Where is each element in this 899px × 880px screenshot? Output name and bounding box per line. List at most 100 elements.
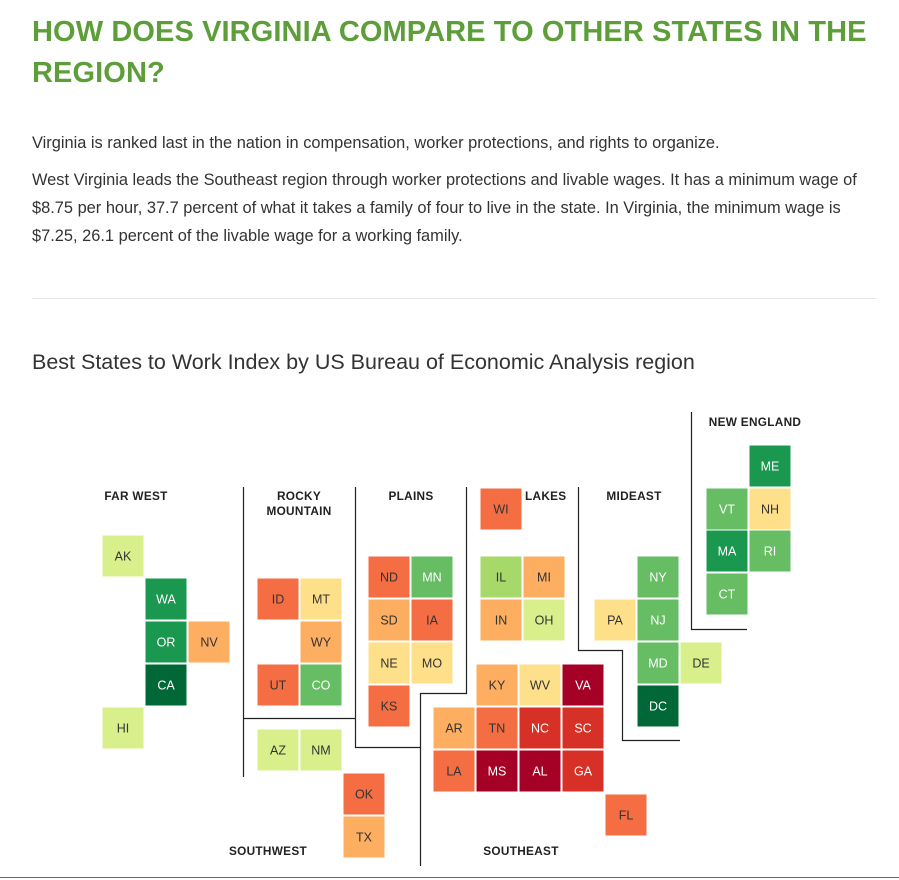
state-cell-ak[interactable] — [101, 534, 145, 578]
state-tile-ny[interactable]: NY — [636, 555, 680, 599]
state-cell-de[interactable] — [679, 641, 723, 685]
state-cell-mt[interactable] — [299, 577, 343, 621]
state-tile-sc[interactable]: SC — [561, 706, 605, 750]
state-cell-dc[interactable] — [636, 684, 680, 728]
state-tile-il[interactable]: IL — [479, 555, 523, 599]
state-cell-nd[interactable] — [367, 555, 411, 599]
state-cell-al[interactable] — [518, 749, 562, 793]
state-tile-mn[interactable]: MN — [410, 555, 454, 599]
state-cell-nv[interactable] — [187, 620, 231, 664]
state-cell-sd[interactable] — [367, 598, 411, 642]
state-cell-vt[interactable] — [705, 487, 749, 531]
state-tile-ct[interactable]: CT — [705, 572, 749, 616]
state-tile-me[interactable]: ME — [748, 444, 792, 488]
state-cell-va[interactable] — [561, 663, 605, 707]
state-cell-hi[interactable] — [101, 706, 145, 750]
state-cell-oh[interactable] — [522, 598, 566, 642]
state-cell-md[interactable] — [636, 641, 680, 685]
state-tile-nd[interactable]: ND — [367, 555, 411, 599]
state-cell-nc[interactable] — [518, 706, 562, 750]
state-cell-wi[interactable] — [479, 487, 523, 531]
state-tile-tx[interactable]: TX — [342, 815, 386, 859]
state-cell-or[interactable] — [144, 620, 188, 664]
state-cell-fl[interactable] — [604, 793, 648, 837]
state-cell-ct[interactable] — [705, 572, 749, 616]
state-tile-tn[interactable]: TN — [475, 706, 519, 750]
state-tile-pa[interactable]: PA — [593, 598, 637, 642]
state-cell-ca[interactable] — [144, 663, 188, 707]
state-cell-wa[interactable] — [144, 577, 188, 621]
state-tile-ia[interactable]: IA — [410, 598, 454, 642]
state-cell-ia[interactable] — [410, 598, 454, 642]
state-tile-ri[interactable]: RI — [748, 529, 792, 573]
state-tile-nc[interactable]: NC — [518, 706, 562, 750]
state-tile-de[interactable]: DE — [679, 641, 723, 685]
state-cell-az[interactable] — [256, 728, 300, 772]
state-tile-nv[interactable]: NV — [187, 620, 231, 664]
state-tile-ne[interactable]: NE — [367, 641, 411, 685]
state-tile-sd[interactable]: SD — [367, 598, 411, 642]
state-cell-ny[interactable] — [636, 555, 680, 599]
state-cell-mn[interactable] — [410, 555, 454, 599]
state-tile-nh[interactable]: NH — [748, 487, 792, 531]
state-tile-ar[interactable]: AR — [432, 706, 476, 750]
state-tile-md[interactable]: MD — [636, 641, 680, 685]
state-tile-mt[interactable]: MT — [299, 577, 343, 621]
state-cell-me[interactable] — [748, 444, 792, 488]
state-tile-ut[interactable]: UT — [256, 663, 300, 707]
state-cell-ri[interactable] — [748, 529, 792, 573]
state-tile-in[interactable]: IN — [479, 598, 523, 642]
state-cell-wy[interactable] — [299, 620, 343, 664]
state-cell-mi[interactable] — [522, 555, 566, 599]
state-cell-ga[interactable] — [561, 749, 605, 793]
state-tile-ok[interactable]: OK — [342, 772, 386, 816]
state-cell-id[interactable] — [256, 577, 300, 621]
state-cell-sc[interactable] — [561, 706, 605, 750]
state-cell-ar[interactable] — [432, 706, 476, 750]
state-tile-ma[interactable]: MA — [705, 529, 749, 573]
state-tile-ak[interactable]: AK — [101, 534, 145, 578]
state-tile-ks[interactable]: KS — [367, 684, 411, 728]
state-cell-ut[interactable] — [256, 663, 300, 707]
state-tile-fl[interactable]: FL — [604, 793, 648, 837]
state-tile-va[interactable]: VA — [561, 663, 605, 707]
state-cell-ms[interactable] — [475, 749, 519, 793]
state-tile-vt[interactable]: VT — [705, 487, 749, 531]
state-cell-la[interactable] — [432, 749, 476, 793]
state-cell-ok[interactable] — [342, 772, 386, 816]
state-tile-ms[interactable]: MS — [475, 749, 519, 793]
state-tile-hi[interactable]: HI — [101, 706, 145, 750]
state-cell-wv[interactable] — [518, 663, 562, 707]
state-cell-ma[interactable] — [705, 529, 749, 573]
state-tile-wv[interactable]: WV — [518, 663, 562, 707]
state-cell-in[interactable] — [479, 598, 523, 642]
state-tile-oh[interactable]: OH — [522, 598, 566, 642]
state-tile-ga[interactable]: GA — [561, 749, 605, 793]
state-tile-dc[interactable]: DC — [636, 684, 680, 728]
state-tile-nm[interactable]: NM — [299, 728, 343, 772]
state-cell-pa[interactable] — [593, 598, 637, 642]
state-cell-ky[interactable] — [475, 663, 519, 707]
state-tile-wy[interactable]: WY — [299, 620, 343, 664]
state-cell-tx[interactable] — [342, 815, 386, 859]
state-cell-mo[interactable] — [410, 641, 454, 685]
state-cell-nj[interactable] — [636, 598, 680, 642]
state-tile-ca[interactable]: CA — [144, 663, 188, 707]
state-tile-nj[interactable]: NJ — [636, 598, 680, 642]
state-tile-wi[interactable]: WI — [479, 487, 523, 531]
state-tile-ky[interactable]: KY — [475, 663, 519, 707]
state-cell-tn[interactable] — [475, 706, 519, 750]
state-cell-nm[interactable] — [299, 728, 343, 772]
state-tile-mo[interactable]: MO — [410, 641, 454, 685]
state-tile-or[interactable]: OR — [144, 620, 188, 664]
state-tile-id[interactable]: ID — [256, 577, 300, 621]
state-tile-co[interactable]: CO — [299, 663, 343, 707]
state-tile-mi[interactable]: MI — [522, 555, 566, 599]
state-cell-co[interactable] — [299, 663, 343, 707]
state-tile-az[interactable]: AZ — [256, 728, 300, 772]
state-tile-la[interactable]: LA — [432, 749, 476, 793]
state-tile-wa[interactable]: WA — [144, 577, 188, 621]
state-cell-ne[interactable] — [367, 641, 411, 685]
state-tile-al[interactable]: AL — [518, 749, 562, 793]
state-cell-nh[interactable] — [748, 487, 792, 531]
